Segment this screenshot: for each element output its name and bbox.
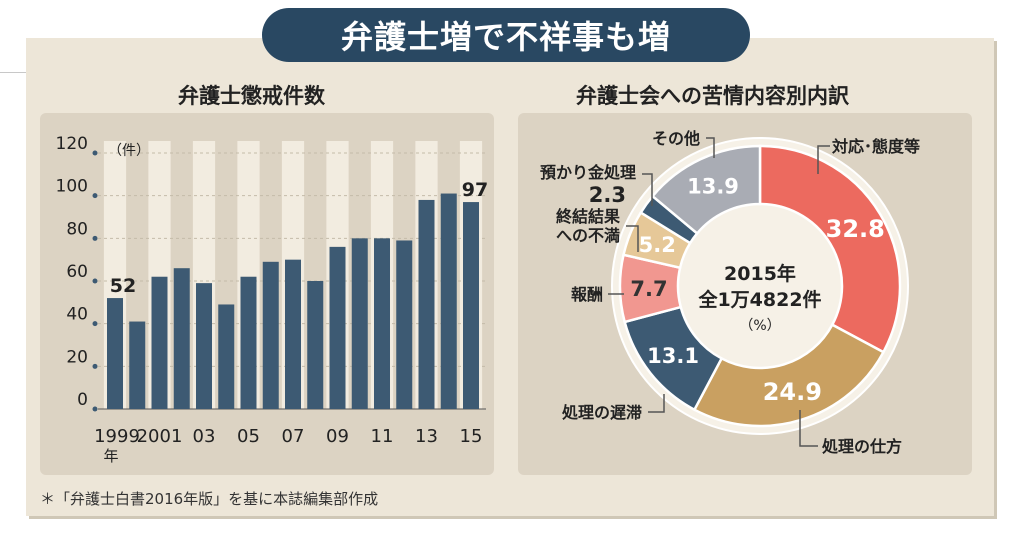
x-tick-label: 15	[460, 426, 483, 447]
y-tick-label: 20	[66, 347, 88, 367]
leader-line	[817, 145, 830, 174]
leader-line	[648, 394, 665, 413]
leader-line	[799, 410, 818, 447]
y-tick-label: 60	[66, 262, 88, 282]
slice-value-label: 24.9	[763, 378, 822, 406]
donut-slice-0	[758, 144, 902, 354]
bar-1999	[107, 298, 123, 409]
y-tick-dot	[92, 363, 98, 369]
y-tick-label: 120	[56, 134, 88, 154]
slice-value-label: 13.9	[687, 174, 739, 198]
bar-2006	[262, 261, 279, 409]
x-tick-label: 1999	[94, 426, 140, 447]
x-tick-label: 05	[237, 426, 260, 447]
y-tick-label: 100	[56, 177, 88, 197]
slice-value-label: 13.1	[647, 344, 699, 368]
slice-category-label: 処理の遅滞	[562, 403, 642, 422]
bar-2011	[374, 238, 390, 409]
y-tick-label: 80	[66, 219, 88, 239]
leader-line	[706, 137, 715, 158]
bar-2009	[329, 246, 346, 409]
x-tick-label: 13	[415, 426, 438, 447]
slice-value-label: 2.3	[589, 183, 626, 207]
donut-slice-6	[650, 144, 762, 236]
slice-category-label: その他	[652, 129, 700, 148]
bar-data-label: 52	[110, 275, 136, 297]
slice-category-label: 報酬	[571, 285, 603, 304]
donut-center-total: 全1万4822件	[697, 288, 821, 311]
slice-category-label: への不満	[556, 226, 620, 245]
slice-category-label: 対応･態度等	[831, 137, 920, 156]
bar-2007	[285, 259, 301, 409]
bar-2012	[396, 240, 413, 409]
y-tick-dot	[92, 406, 98, 412]
x-tick-label: 07	[282, 426, 305, 447]
bar-2014	[440, 193, 457, 409]
donut-slice-1	[692, 323, 886, 428]
decorative-rule	[0, 72, 26, 73]
bar-2015	[463, 202, 479, 409]
y-tick-label: 0	[77, 390, 88, 410]
donut-center-year: 2015年	[724, 262, 796, 285]
pie-chart-title: 弁護士会への苦情内容別内訳	[576, 84, 849, 108]
x-tick-label: 09	[326, 426, 349, 447]
bar-2002	[173, 268, 190, 409]
leader-line	[626, 225, 639, 252]
bar-2004	[218, 304, 235, 409]
slice-value-label: 5.2	[639, 233, 676, 257]
bar-2013	[418, 199, 435, 409]
bar-data-label: 97	[462, 179, 488, 201]
x-tick-label: 03	[193, 426, 216, 447]
donut-center-unit: （%）	[739, 318, 780, 334]
y-tick-dot	[92, 235, 98, 241]
y-tick-dot	[92, 321, 98, 327]
bar-chart-title: 弁護士懲戒件数	[178, 84, 325, 108]
y-tick-dot	[92, 278, 98, 284]
bar-2003	[196, 283, 212, 409]
slice-value-label: 7.7	[630, 277, 667, 301]
x-tick-label: 11	[371, 426, 394, 447]
bar-2005	[240, 276, 257, 409]
bar-2010	[351, 238, 368, 409]
x-year-suffix: 年	[103, 447, 118, 465]
bar-2000	[129, 321, 146, 409]
y-unit-label: （件）	[108, 143, 150, 159]
y-tick-dot	[92, 193, 98, 199]
bar-2001	[151, 276, 168, 409]
x-tick-label: 2001	[137, 426, 183, 447]
slice-category-label: 終結結果	[556, 207, 620, 226]
infographic-title: 弁護士増で不祥事も増	[262, 8, 750, 62]
slice-category-label: 預かり金処理	[540, 163, 636, 182]
source-note: ＊「弁護士白書2016年版」を基に本誌編集部作成	[40, 490, 379, 508]
y-tick-dot	[92, 150, 98, 156]
leader-line	[642, 173, 653, 206]
slice-value-label: 32.8	[826, 215, 885, 243]
bar-2008	[307, 281, 324, 409]
slice-category-label: 処理の仕方	[822, 437, 902, 456]
y-tick-label: 40	[66, 305, 88, 325]
